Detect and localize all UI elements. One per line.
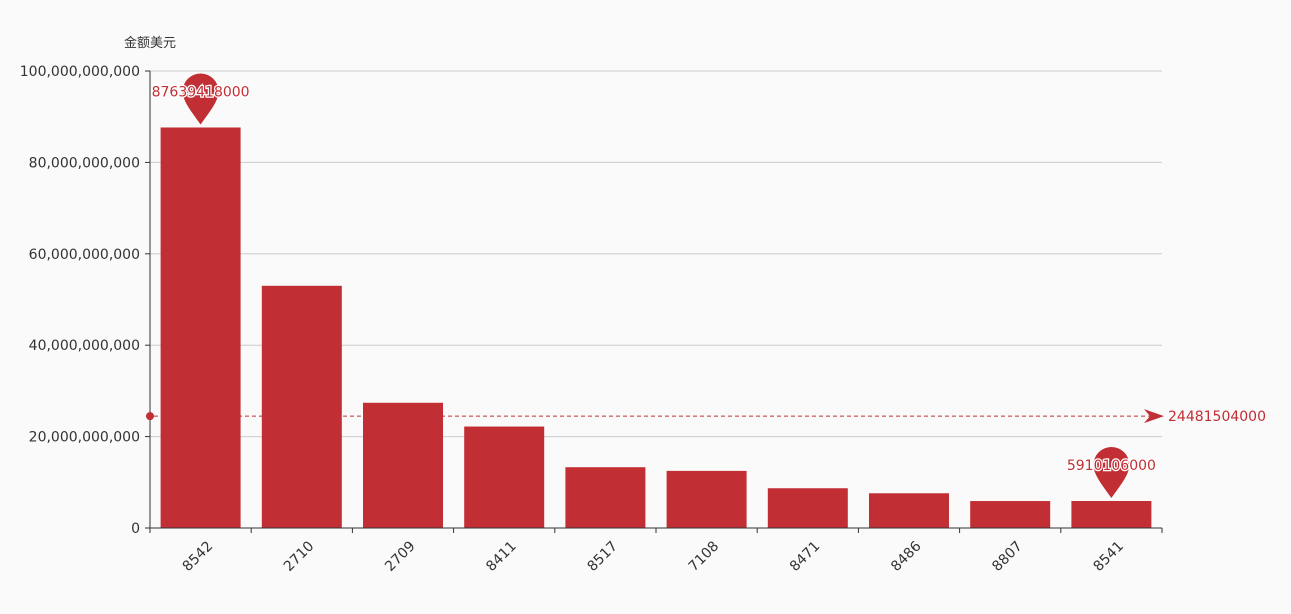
- x-tick-label: 8807: [989, 538, 1026, 575]
- y-tick-label: 20,000,000,000: [29, 430, 140, 446]
- mark-point-label-max: 87639418000: [152, 84, 250, 100]
- y-tick-label: 80,000,000,000: [29, 155, 140, 171]
- average-mark-line: 24481504000: [146, 409, 1266, 425]
- x-tick-label: 8486: [888, 538, 925, 575]
- mark-point-pin-min[interactable]: [1093, 446, 1130, 498]
- x-tick-label: 8542: [180, 538, 217, 575]
- y-tick-label: 0: [131, 521, 140, 537]
- bar-2709[interactable]: [363, 402, 443, 528]
- x-tick-label: 7108: [686, 538, 723, 575]
- mark-point-label-min: 5910106000: [1067, 458, 1156, 474]
- x-tick-label: 2709: [382, 538, 419, 575]
- x-tick-label: 2710: [281, 538, 318, 575]
- mark-point-pin-max[interactable]: [182, 73, 219, 125]
- x-tick-label: 8411: [483, 538, 520, 575]
- bar-8807[interactable]: [970, 501, 1051, 528]
- y-axis-title: 金额美元: [124, 35, 176, 51]
- bar-8471[interactable]: [767, 488, 848, 528]
- bar-7108[interactable]: [666, 470, 747, 528]
- x-tick-label: 8517: [584, 538, 621, 575]
- y-tick-label: 100,000,000,000: [20, 64, 140, 80]
- bar-8486[interactable]: [869, 493, 949, 528]
- bar-8411[interactable]: [464, 426, 545, 528]
- x-tick-label: 8471: [787, 538, 824, 575]
- mark-line-arrow: [1144, 409, 1164, 424]
- mark-points: 87639418000 5910106000: [150, 73, 1157, 498]
- bar-8541[interactable]: [1071, 500, 1152, 528]
- y-tick-label: 40,000,000,000: [29, 338, 140, 354]
- y-tick-label: 60,000,000,000: [29, 247, 140, 263]
- mark-line-label: 24481504000: [1168, 409, 1266, 425]
- bar-8517[interactable]: [565, 467, 646, 528]
- mark-line-start-dot: [146, 412, 154, 421]
- bar-2710[interactable]: [261, 285, 342, 528]
- x-tick-label: 8541: [1090, 538, 1127, 575]
- bars-layer: [160, 127, 1152, 529]
- bar-8542[interactable]: [160, 127, 241, 529]
